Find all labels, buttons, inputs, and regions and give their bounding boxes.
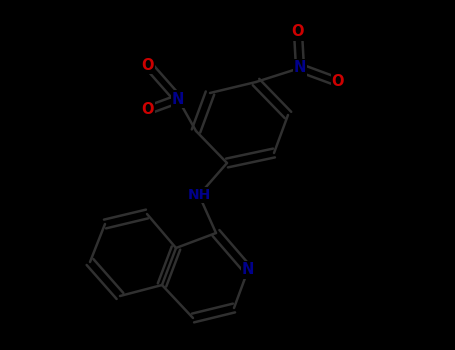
Text: O: O xyxy=(292,25,304,40)
Text: N: N xyxy=(242,262,254,278)
Text: NH: NH xyxy=(187,188,211,202)
Text: N: N xyxy=(294,61,306,76)
Text: N: N xyxy=(172,91,184,106)
Text: O: O xyxy=(332,75,344,90)
Text: O: O xyxy=(142,57,154,72)
Text: O: O xyxy=(142,103,154,118)
